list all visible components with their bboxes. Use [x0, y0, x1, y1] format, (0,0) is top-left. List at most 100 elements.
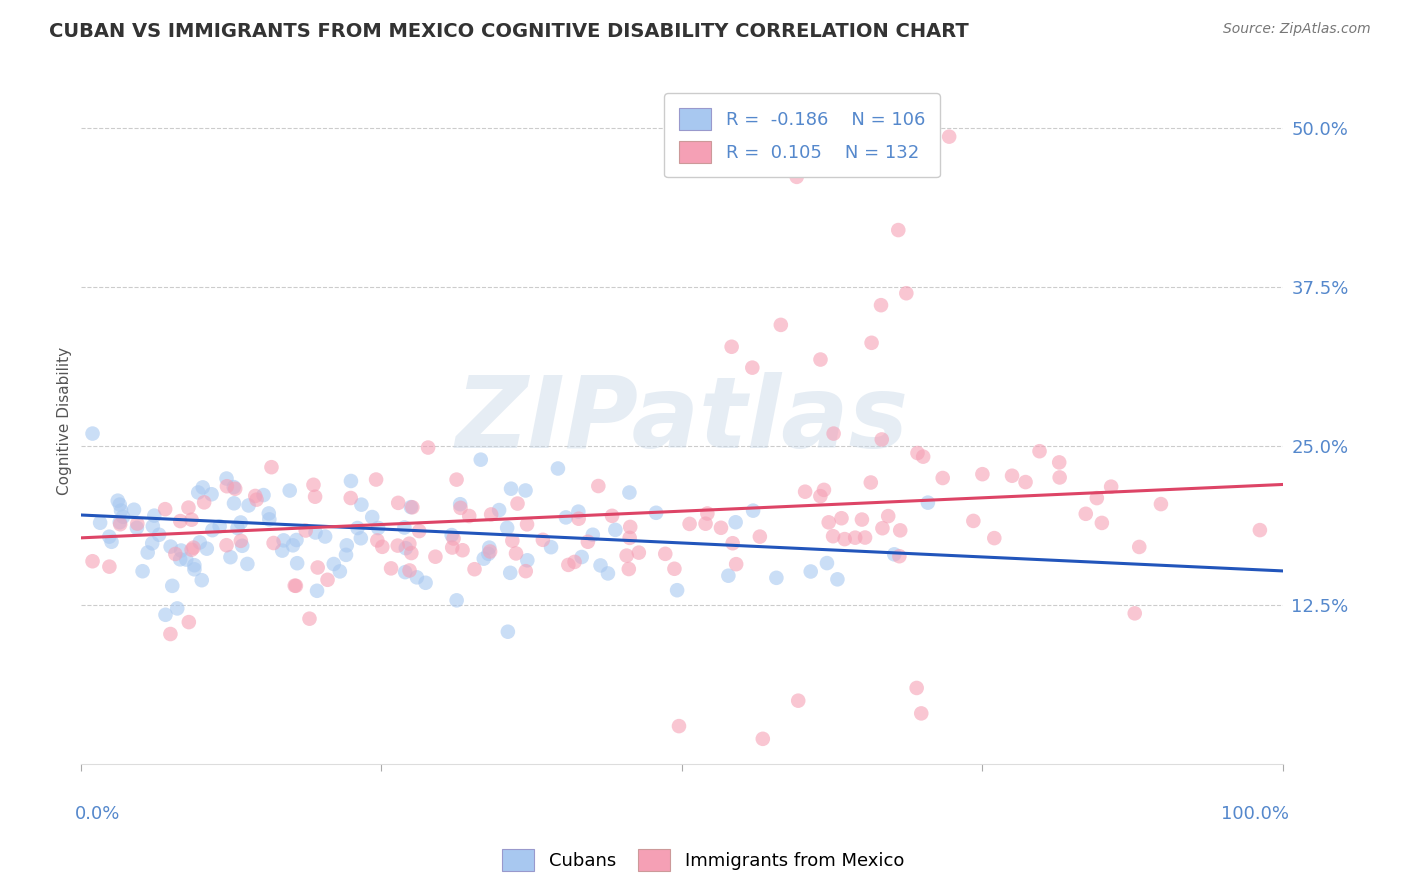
Point	[361, 510, 384, 524]
Point	[664, 562, 686, 576]
Point	[451, 543, 474, 558]
Point	[787, 694, 810, 708]
Point	[472, 551, 495, 566]
Point	[281, 538, 304, 552]
Point	[564, 555, 586, 569]
Point	[252, 488, 274, 502]
Point	[148, 528, 170, 542]
Point	[887, 223, 910, 237]
Text: Source: ZipAtlas.com: Source: ZipAtlas.com	[1223, 22, 1371, 37]
Point	[108, 517, 131, 532]
Point	[815, 556, 838, 570]
Point	[931, 471, 953, 485]
Point	[479, 544, 502, 558]
Point	[416, 441, 439, 455]
Point	[496, 521, 519, 535]
Point	[547, 461, 569, 475]
Point	[305, 583, 328, 598]
Point	[531, 533, 554, 547]
Point	[619, 485, 641, 500]
Point	[983, 531, 1005, 545]
Point	[817, 516, 839, 530]
Point	[329, 565, 352, 579]
Point	[394, 520, 416, 534]
Point	[394, 565, 416, 579]
Point	[721, 536, 744, 550]
Point	[827, 572, 849, 586]
Point	[398, 564, 420, 578]
Point	[741, 360, 763, 375]
Text: ZIPatlas: ZIPatlas	[456, 372, 908, 469]
Point	[166, 601, 188, 615]
Point	[187, 485, 209, 500]
Point	[666, 583, 689, 598]
Point	[336, 538, 359, 552]
Point	[478, 541, 501, 555]
Point	[446, 473, 468, 487]
Point	[501, 533, 523, 548]
Point	[395, 541, 418, 556]
Point	[725, 557, 748, 571]
Point	[496, 624, 519, 639]
Legend: Cubans, Immigrants from Mexico: Cubans, Immigrants from Mexico	[495, 842, 911, 879]
Point	[200, 487, 222, 501]
Point	[710, 521, 733, 535]
Text: CUBAN VS IMMIGRANTS FROM MEXICO COGNITIVE DISABILITY CORRELATION CHART: CUBAN VS IMMIGRANTS FROM MEXICO COGNITIV…	[49, 22, 969, 41]
Point	[872, 521, 894, 535]
Point	[215, 479, 238, 493]
Point	[177, 615, 200, 629]
Point	[143, 508, 166, 523]
Point	[141, 536, 163, 550]
Point	[441, 541, 464, 555]
Point	[1028, 444, 1050, 458]
Point	[259, 512, 281, 526]
Point	[506, 497, 529, 511]
Point	[408, 524, 430, 538]
Point	[678, 516, 700, 531]
Point	[619, 531, 641, 545]
Point	[605, 523, 627, 537]
Point	[463, 562, 485, 576]
Point	[229, 533, 252, 548]
Point	[399, 500, 422, 515]
Point	[127, 516, 149, 531]
Point	[972, 467, 994, 482]
Point	[231, 539, 253, 553]
Legend: R =  -0.186    N = 106, R =  0.105    N = 132: R = -0.186 N = 106, R = 0.105 N = 132	[665, 94, 939, 178]
Point	[208, 519, 231, 533]
Point	[917, 495, 939, 509]
Point	[191, 480, 214, 494]
Point	[1249, 523, 1271, 537]
Point	[938, 129, 960, 144]
Point	[1128, 540, 1150, 554]
Point	[488, 503, 510, 517]
Point	[159, 540, 181, 554]
Point	[340, 474, 363, 488]
Point	[387, 496, 409, 510]
Point	[800, 565, 823, 579]
Point	[82, 426, 104, 441]
Point	[226, 521, 249, 535]
Point	[271, 543, 294, 558]
Point	[844, 531, 866, 545]
Point	[183, 541, 205, 555]
Point	[499, 482, 522, 496]
Point	[314, 529, 336, 543]
Point	[222, 496, 245, 510]
Point	[350, 498, 373, 512]
Point	[285, 533, 308, 547]
Point	[794, 484, 817, 499]
Point	[582, 528, 605, 542]
Point	[449, 497, 471, 511]
Point	[853, 531, 876, 545]
Point	[717, 568, 740, 582]
Point	[859, 475, 882, 490]
Point	[1091, 516, 1114, 530]
Point	[236, 557, 259, 571]
Point	[98, 559, 121, 574]
Point	[215, 538, 238, 552]
Point	[405, 570, 427, 584]
Point	[131, 564, 153, 578]
Point	[183, 558, 205, 573]
Point	[470, 452, 492, 467]
